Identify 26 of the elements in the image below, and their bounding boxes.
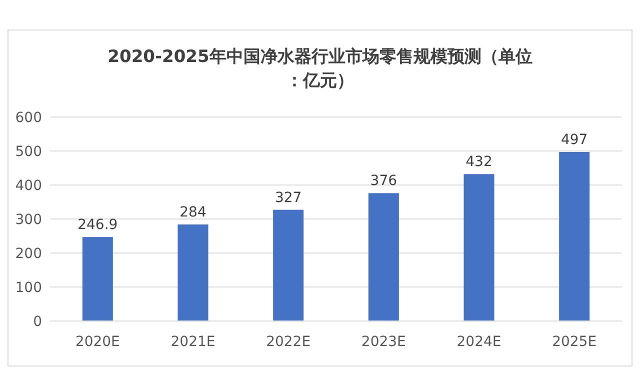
y-tick-label: 200 <box>15 246 42 262</box>
bar <box>368 193 399 321</box>
y-tick-label: 300 <box>15 212 42 228</box>
data-label: 284 <box>180 204 206 220</box>
y-tick-label: 600 <box>15 110 42 126</box>
bar <box>559 152 590 321</box>
y-tick-label: 500 <box>15 144 42 160</box>
data-label: 376 <box>370 173 398 190</box>
x-tick-label: 2021E <box>170 334 216 350</box>
bar <box>178 224 208 321</box>
data-label: 497 <box>560 132 588 148</box>
y-tick-label: 400 <box>15 178 42 194</box>
data-label: 246.9 <box>78 217 118 234</box>
y-tick-label: 0 <box>33 314 42 330</box>
bar <box>464 174 494 321</box>
data-label: 327 <box>274 190 302 206</box>
y-tick-label: 100 <box>15 280 42 296</box>
x-tick-label: 2020E <box>75 334 120 350</box>
x-tick-label: 2023E <box>361 334 406 350</box>
bar <box>273 210 304 321</box>
x-tick-label: 2025E <box>552 334 597 350</box>
bar <box>82 237 113 321</box>
x-tick-label: 2024E <box>456 334 502 350</box>
x-tick-label: 2022E <box>266 334 311 350</box>
data-label: 432 <box>466 154 492 170</box>
chart-title: 2020-2025年中国净水器行业市场零售规模预测（单位：亿元） <box>108 47 532 91</box>
